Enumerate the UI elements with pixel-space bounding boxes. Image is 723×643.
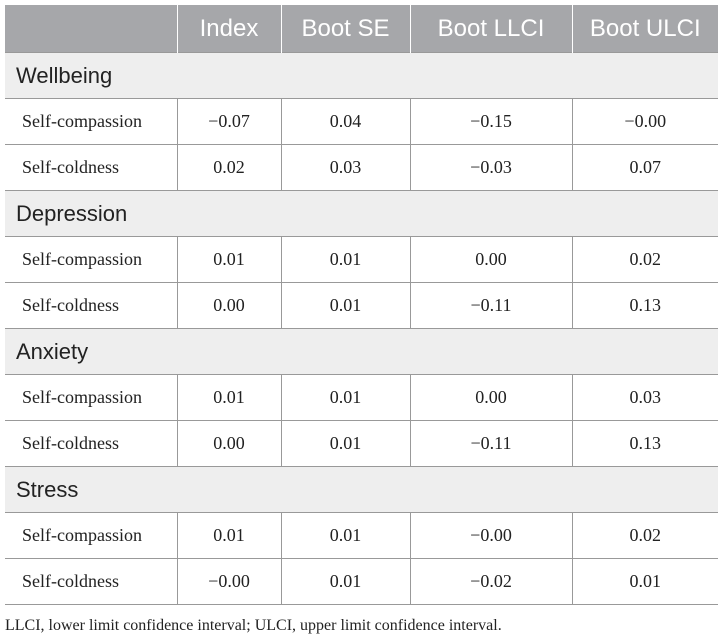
boot-ulci-cell: 0.03 [571, 374, 718, 421]
table-row: Self-coldness −0.00 0.01 −0.02 0.01 [5, 558, 718, 605]
row-label: Self-coldness [5, 420, 178, 467]
section-anxiety: Anxiety [5, 328, 718, 375]
section-wellbeing: Wellbeing [5, 52, 718, 99]
row-label: Self-compassion [5, 512, 178, 559]
section-row: Stress [5, 466, 718, 513]
table-row: Self-coldness 0.02 0.03 −0.03 0.07 [5, 144, 718, 191]
table-row: Self-coldness 0.00 0.01 −0.11 0.13 [5, 420, 718, 467]
boot-llci-cell: 0.00 [409, 374, 573, 421]
boot-ulci-cell: 0.02 [571, 512, 718, 559]
index-cell: 0.02 [176, 144, 282, 191]
row-label: Self-coldness [5, 282, 178, 329]
boot-ulci-cell: 0.13 [571, 282, 718, 329]
boot-ulci-cell: 0.13 [571, 420, 718, 467]
boot-se-cell: 0.01 [280, 512, 411, 559]
row-label: Self-compassion [5, 236, 178, 283]
boot-se-cell: 0.03 [280, 144, 411, 191]
boot-llci-cell: −0.03 [409, 144, 573, 191]
boot-ulci-cell: 0.02 [571, 236, 718, 283]
boot-llci-cell: −0.00 [409, 512, 573, 559]
row-label: Self-compassion [5, 98, 178, 145]
boot-se-cell: 0.01 [280, 374, 411, 421]
boot-llci-cell: −0.11 [409, 282, 573, 329]
boot-se-cell: 0.01 [280, 558, 411, 605]
table-row: Self-compassion 0.01 0.01 0.00 0.03 [5, 374, 718, 421]
header-empty [5, 5, 177, 53]
header-boot-se: Boot SE [280, 5, 410, 53]
section-depression: Depression [5, 190, 718, 237]
section-stress: Stress [5, 466, 718, 513]
section-row: Depression [5, 190, 718, 237]
index-cell: −0.07 [176, 98, 282, 145]
row-label: Self-coldness [5, 558, 178, 605]
boot-se-cell: 0.01 [280, 236, 411, 283]
index-cell: −0.00 [176, 558, 282, 605]
boot-llci-cell: −0.15 [409, 98, 573, 145]
table-row: Self-compassion −0.07 0.04 −0.15 −0.00 [5, 98, 718, 145]
table-row: Self-coldness 0.00 0.01 −0.11 0.13 [5, 282, 718, 329]
table-row: Self-compassion 0.01 0.01 0.00 0.02 [5, 236, 718, 283]
header-boot-llci: Boot LLCI [409, 5, 572, 53]
index-cell: 0.01 [176, 512, 282, 559]
index-cell: 0.01 [176, 374, 282, 421]
boot-ulci-cell: −0.00 [571, 98, 718, 145]
index-cell: 0.00 [176, 420, 282, 467]
row-label: Self-coldness [5, 144, 178, 191]
header-index: Index [176, 5, 281, 53]
boot-llci-cell: −0.02 [409, 558, 573, 605]
results-table: Index Boot SE Boot LLCI Boot ULCI Wellbe… [5, 5, 718, 605]
section-row: Wellbeing [5, 52, 718, 99]
row-label: Self-compassion [5, 374, 178, 421]
index-cell: 0.00 [176, 282, 282, 329]
boot-se-cell: 0.04 [280, 98, 411, 145]
boot-llci-cell: −0.11 [409, 420, 573, 467]
section-row: Anxiety [5, 328, 718, 375]
boot-se-cell: 0.01 [280, 420, 411, 467]
boot-llci-cell: 0.00 [409, 236, 573, 283]
boot-ulci-cell: 0.07 [571, 144, 718, 191]
boot-se-cell: 0.01 [280, 282, 411, 329]
boot-ulci-cell: 0.01 [571, 558, 718, 605]
table-row: Self-compassion 0.01 0.01 −0.00 0.02 [5, 512, 718, 559]
index-cell: 0.01 [176, 236, 282, 283]
header-boot-ulci: Boot ULCI [571, 5, 718, 53]
header-row: Index Boot SE Boot LLCI Boot ULCI [5, 5, 718, 53]
table-footnote: LLCI, lower limit confidence interval; U… [5, 617, 502, 634]
